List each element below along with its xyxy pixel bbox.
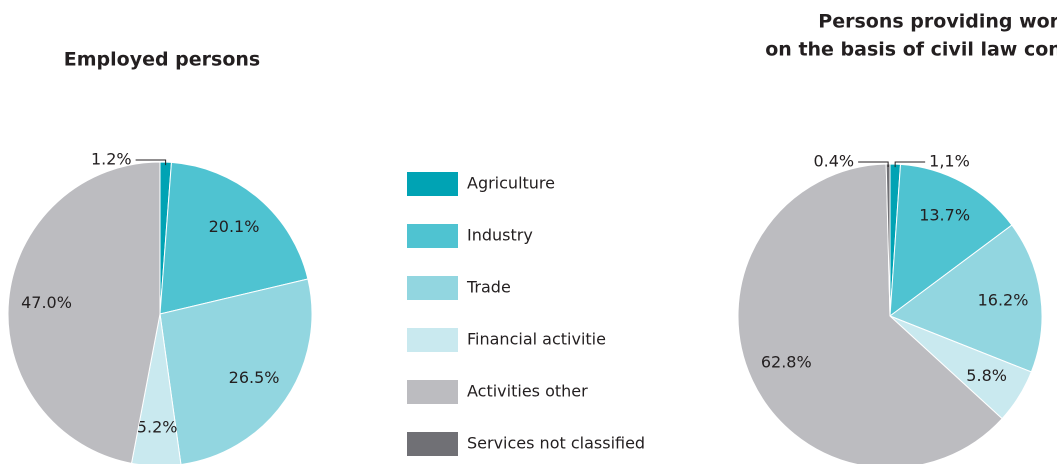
legend-swatch [407, 328, 458, 352]
chart-title: on the basis of civil law contracts [765, 39, 1057, 61]
leader-line [858, 161, 889, 168]
legend-swatch [407, 172, 458, 196]
legend-label: Industry [467, 226, 533, 245]
data-label: 5.8% [966, 366, 1007, 385]
data-label: 47.0% [21, 293, 72, 312]
leader-line [135, 159, 167, 166]
pie-slice [159, 161, 309, 315]
pie-slice [159, 278, 313, 464]
pie-slice [7, 161, 161, 464]
data-label: 1.2% [91, 150, 132, 169]
chart-title: Persons providing work [818, 11, 1057, 33]
chart-title: Employed persons [64, 49, 261, 71]
data-label: 13.7% [919, 205, 970, 224]
data-label: 1,1% [929, 152, 970, 171]
pie-slice [737, 163, 1003, 464]
legend-swatch [407, 380, 458, 404]
legend-label: Services not classified [467, 434, 645, 453]
legend-label: Activities other [467, 382, 588, 401]
pie-slice [888, 224, 1043, 373]
data-label: 62.8% [761, 353, 812, 372]
legend-swatch [407, 276, 458, 300]
leader-line [894, 161, 926, 168]
legend-swatch [407, 224, 458, 248]
data-label: 16.2% [978, 291, 1029, 310]
data-label: 26.5% [229, 368, 280, 387]
pie-slice [889, 163, 1013, 318]
data-label: 20.1% [209, 217, 260, 236]
legend-swatch [407, 432, 458, 456]
legend-label: Trade [466, 278, 511, 297]
legend-label: Agriculture [467, 174, 555, 193]
data-label: 5.2% [137, 417, 178, 436]
data-label: 0.4% [813, 152, 854, 171]
legend-label: Financial activitie [467, 330, 606, 349]
